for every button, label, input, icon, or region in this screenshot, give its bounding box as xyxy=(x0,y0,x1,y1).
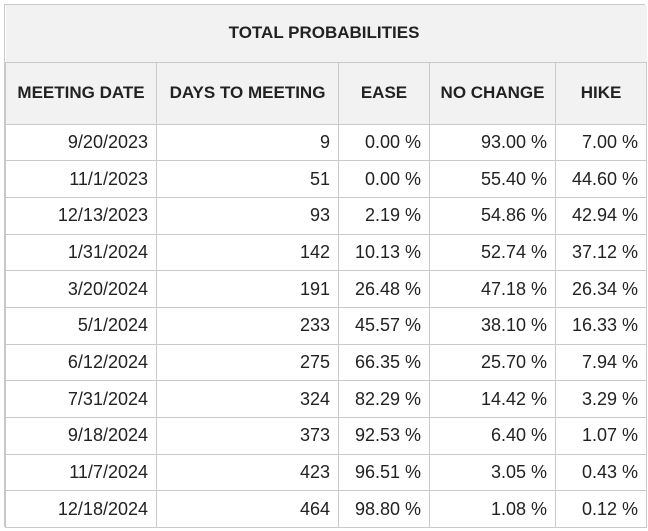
column-header-no-change: NO CHANGE xyxy=(429,61,556,125)
column-header-ease: EASE xyxy=(338,61,430,125)
meeting-date-cell: 6/12/2024 xyxy=(5,343,157,382)
meeting-date-cell: 11/7/2024 xyxy=(5,453,157,492)
days-to-meeting-cell: 191 xyxy=(156,270,339,308)
column-header-hike: HIKE xyxy=(554,61,648,125)
hike-cell: 26.34 % xyxy=(554,270,648,308)
table-row: 12/18/2024 464 98.80 % 1.08 % 0.12 % xyxy=(5,490,648,529)
days-to-meeting-cell: 373 xyxy=(156,417,339,455)
days-to-meeting-cell: 324 xyxy=(156,380,339,418)
no-change-cell: 52.74 % xyxy=(429,233,556,272)
column-header-meeting-date: MEETING DATE xyxy=(5,61,157,125)
days-to-meeting-cell: 233 xyxy=(156,306,339,345)
no-change-cell: 3.05 % xyxy=(429,453,556,492)
hike-cell: 0.43 % xyxy=(554,453,648,492)
hike-cell: 42.94 % xyxy=(554,196,648,235)
meeting-date-cell: 3/20/2024 xyxy=(5,270,157,308)
no-change-cell: 93.00 % xyxy=(429,123,556,162)
meeting-date-cell: 7/31/2024 xyxy=(5,380,157,418)
meeting-date-cell: 9/18/2024 xyxy=(5,417,157,455)
no-change-cell: 25.70 % xyxy=(429,343,556,382)
ease-cell: 66.35 % xyxy=(338,343,430,382)
hike-cell: 7.94 % xyxy=(554,343,648,382)
days-to-meeting-cell: 93 xyxy=(156,196,339,235)
table-row: 5/1/2024 233 45.57 % 38.10 % 16.33 % xyxy=(5,306,648,345)
column-header-row: MEETING DATE DAYS TO MEETING EASE NO CHA… xyxy=(5,61,648,125)
table-row: 9/20/2023 9 0.00 % 93.00 % 7.00 % xyxy=(5,123,648,162)
meeting-date-cell: 5/1/2024 xyxy=(5,306,157,345)
ease-cell: 96.51 % xyxy=(338,453,430,492)
no-change-cell: 1.08 % xyxy=(429,490,556,529)
column-header-days-to-meeting: DAYS TO MEETING xyxy=(156,61,339,125)
no-change-cell: 54.86 % xyxy=(429,196,556,235)
hike-cell: 7.00 % xyxy=(554,123,648,162)
meeting-date-cell: 11/1/2023 xyxy=(5,160,157,198)
hike-cell: 1.07 % xyxy=(554,417,648,455)
meeting-date-cell: 9/20/2023 xyxy=(5,123,157,162)
hike-cell: 16.33 % xyxy=(554,306,648,345)
table-row: 11/7/2024 423 96.51 % 3.05 % 0.43 % xyxy=(5,453,648,492)
no-change-cell: 14.42 % xyxy=(429,380,556,418)
ease-cell: 82.29 % xyxy=(338,380,430,418)
table-row: 12/13/2023 93 2.19 % 54.86 % 42.94 % xyxy=(5,196,648,235)
meeting-date-cell: 12/18/2024 xyxy=(5,490,157,529)
ease-cell: 98.80 % xyxy=(338,490,430,529)
ease-cell: 0.00 % xyxy=(338,123,430,162)
no-change-cell: 55.40 % xyxy=(429,160,556,198)
meeting-date-cell: 12/13/2023 xyxy=(5,196,157,235)
meeting-date-cell: 1/31/2024 xyxy=(5,233,157,272)
probabilities-table: TOTAL PROBABILITIES MEETING DATE DAYS TO… xyxy=(5,5,648,529)
days-to-meeting-cell: 423 xyxy=(156,453,339,492)
probabilities-table-container: TOTAL PROBABILITIES MEETING DATE DAYS TO… xyxy=(4,4,648,529)
no-change-cell: 6.40 % xyxy=(429,417,556,455)
ease-cell: 26.48 % xyxy=(338,270,430,308)
ease-cell: 2.19 % xyxy=(338,196,430,235)
table-row: 7/31/2024 324 82.29 % 14.42 % 3.29 % xyxy=(5,380,648,418)
days-to-meeting-cell: 275 xyxy=(156,343,339,382)
ease-cell: 10.13 % xyxy=(338,233,430,272)
no-change-cell: 38.10 % xyxy=(429,306,556,345)
table-row: 3/20/2024 191 26.48 % 47.18 % 26.34 % xyxy=(5,270,648,308)
ease-cell: 45.57 % xyxy=(338,306,430,345)
days-to-meeting-cell: 51 xyxy=(156,160,339,198)
table-row: 1/31/2024 142 10.13 % 52.74 % 37.12 % xyxy=(5,233,648,272)
hike-cell: 0.12 % xyxy=(554,490,648,529)
no-change-cell: 47.18 % xyxy=(429,270,556,308)
table-row: 9/18/2024 373 92.53 % 6.40 % 1.07 % xyxy=(5,417,648,455)
table-row: 6/12/2024 275 66.35 % 25.70 % 7.94 % xyxy=(5,343,648,382)
table-title: TOTAL PROBABILITIES xyxy=(5,5,647,63)
hike-cell: 3.29 % xyxy=(554,380,648,418)
table-row: 11/1/2023 51 0.00 % 55.40 % 44.60 % xyxy=(5,160,648,198)
ease-cell: 92.53 % xyxy=(338,417,430,455)
ease-cell: 0.00 % xyxy=(338,160,430,198)
days-to-meeting-cell: 9 xyxy=(156,123,339,162)
hike-cell: 37.12 % xyxy=(554,233,648,272)
table-title-row: TOTAL PROBABILITIES xyxy=(5,5,647,63)
hike-cell: 44.60 % xyxy=(554,160,648,198)
days-to-meeting-cell: 464 xyxy=(156,490,339,529)
days-to-meeting-cell: 142 xyxy=(156,233,339,272)
table-body: 9/20/2023 9 0.00 % 93.00 % 7.00 % 11/1/2023 51… xyxy=(5,123,648,529)
